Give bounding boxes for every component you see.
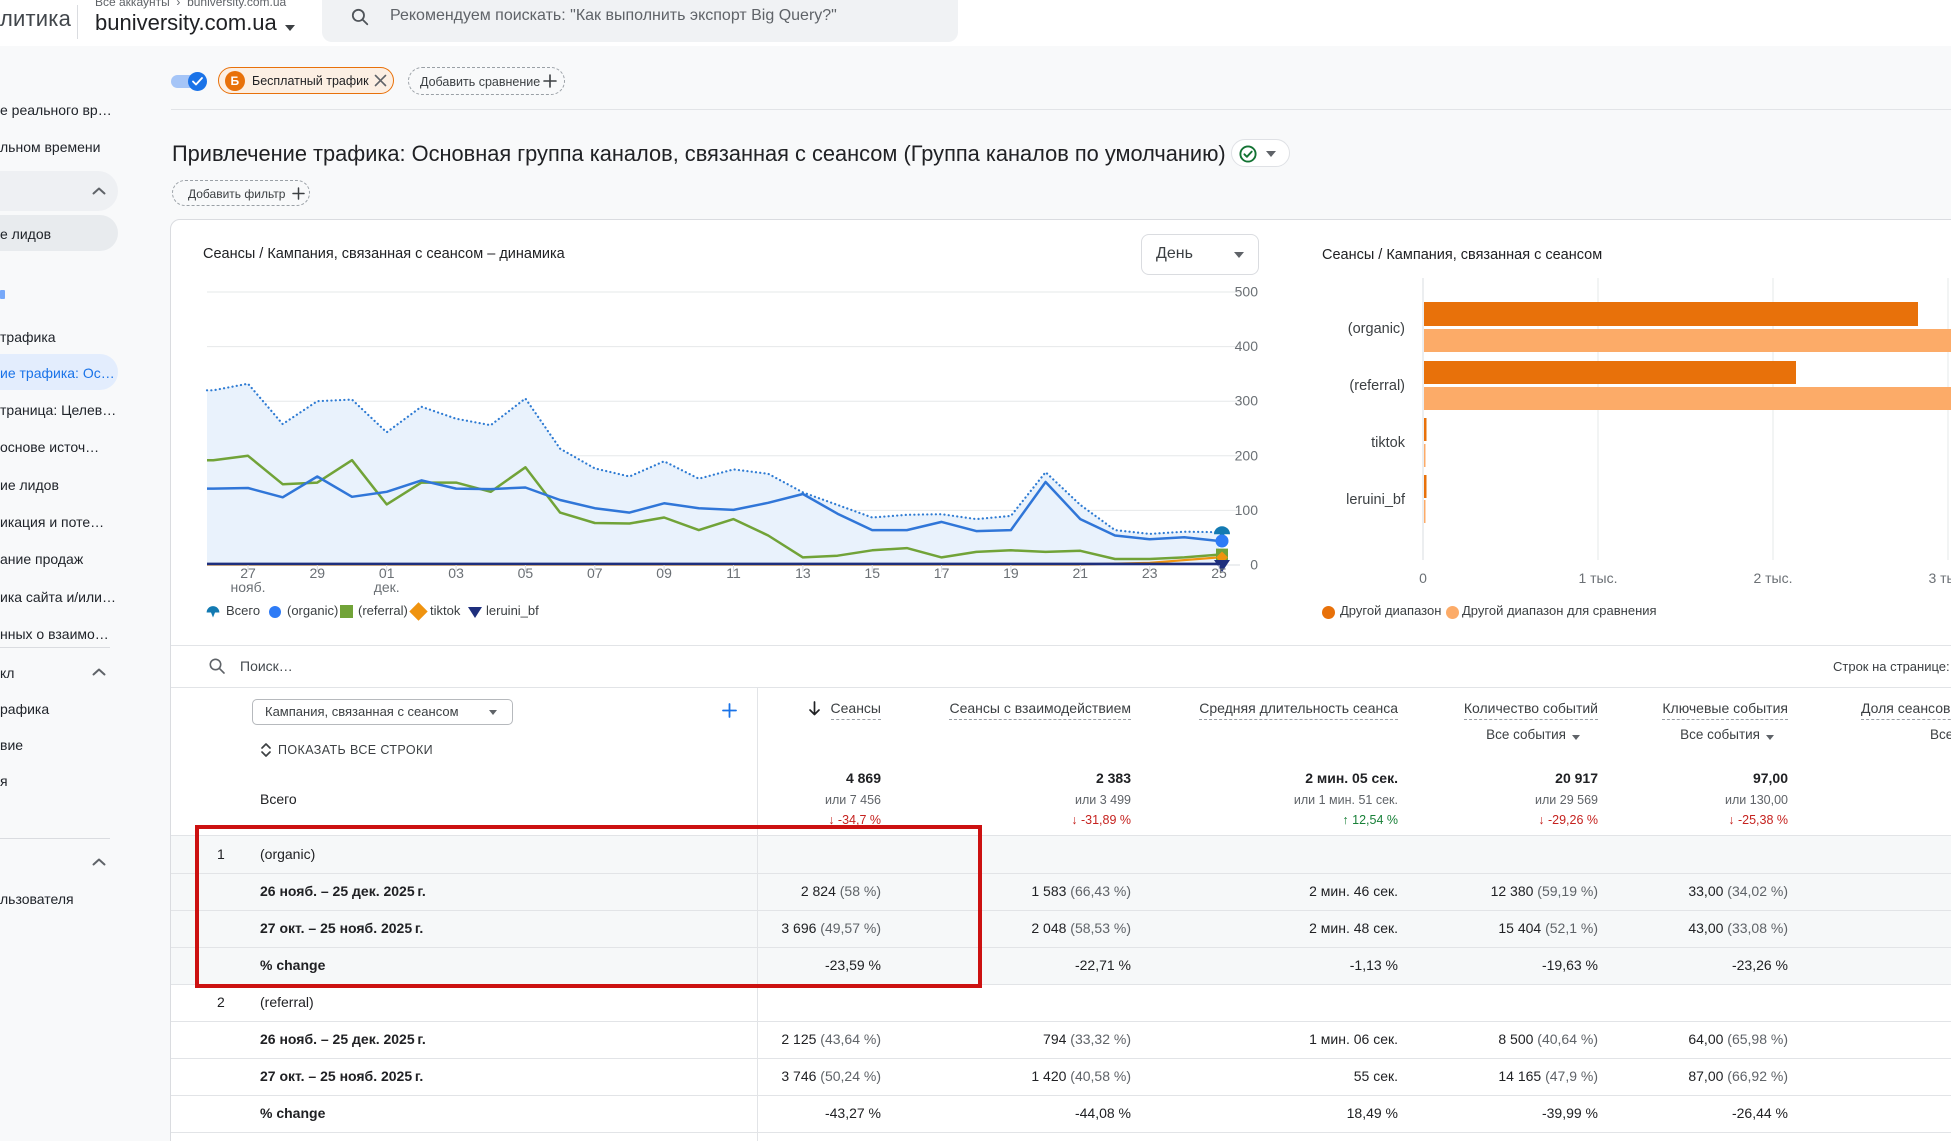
svg-text:3 тыс.: 3 тыс. <box>1928 570 1951 586</box>
svg-text:(referral): (referral) <box>1349 378 1405 394</box>
svg-text:400: 400 <box>1235 338 1259 354</box>
svg-text:дек.: дек. <box>374 579 400 595</box>
svg-text:нояб.: нояб. <box>230 579 265 595</box>
svg-text:(organic): (organic) <box>1348 321 1405 337</box>
svg-text:03: 03 <box>448 565 464 581</box>
svg-text:05: 05 <box>518 565 534 581</box>
svg-text:tiktok: tiktok <box>1371 435 1406 451</box>
svg-text:1 тыс.: 1 тыс. <box>1578 570 1617 586</box>
svg-text:21: 21 <box>1073 565 1089 581</box>
svg-text:07: 07 <box>587 565 603 581</box>
svg-text:23: 23 <box>1142 565 1158 581</box>
svg-text:0: 0 <box>1250 557 1258 573</box>
svg-text:0: 0 <box>1419 570 1427 586</box>
svg-text:13: 13 <box>795 565 811 581</box>
svg-text:100: 100 <box>1235 502 1259 518</box>
svg-text:500: 500 <box>1235 284 1259 300</box>
svg-text:27: 27 <box>240 565 256 581</box>
svg-text:25: 25 <box>1211 565 1227 581</box>
svg-text:300: 300 <box>1235 393 1259 409</box>
svg-text:leruini_bf: leruini_bf <box>1346 492 1406 508</box>
svg-text:11: 11 <box>726 565 741 581</box>
svg-text:29: 29 <box>310 565 326 581</box>
svg-text:200: 200 <box>1235 447 1259 463</box>
svg-text:01: 01 <box>379 565 395 581</box>
svg-text:15: 15 <box>864 565 880 581</box>
svg-text:2 тыс.: 2 тыс. <box>1753 570 1792 586</box>
svg-text:09: 09 <box>656 565 672 581</box>
svg-text:19: 19 <box>1003 565 1019 581</box>
svg-text:17: 17 <box>934 565 950 581</box>
